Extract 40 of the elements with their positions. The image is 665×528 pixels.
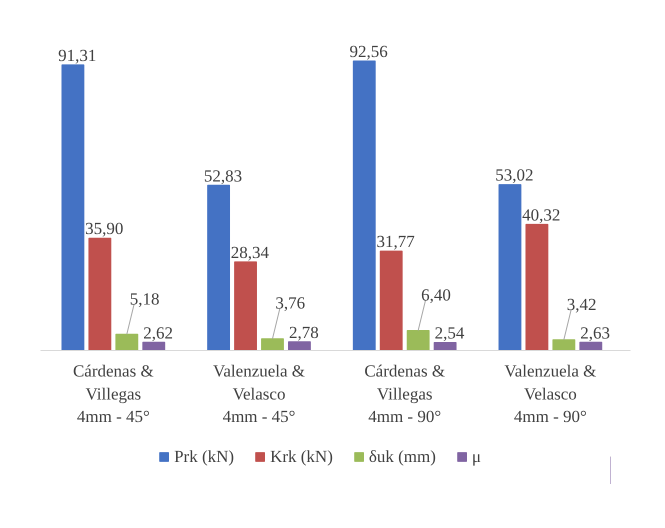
x-tick-label: Valenzuela & Velasco 4mm - 45° bbox=[213, 362, 306, 426]
bar bbox=[498, 184, 522, 350]
data-label: 31,77 bbox=[376, 232, 416, 252]
bar bbox=[288, 341, 311, 350]
bar bbox=[88, 238, 112, 350]
legend-label: Krk (kN) bbox=[270, 446, 333, 466]
bar bbox=[552, 339, 576, 350]
bar bbox=[525, 224, 548, 350]
bar bbox=[579, 342, 602, 350]
bar bbox=[380, 250, 403, 350]
data-label: 2,62 bbox=[143, 323, 174, 342]
legend-label: μ bbox=[472, 446, 482, 466]
data-label: 40,32 bbox=[522, 205, 560, 224]
data-label: 6,40 bbox=[421, 285, 451, 304]
data-label: 3,42 bbox=[566, 294, 597, 314]
x-tick-label: Valenzuela & Velasco 4mm - 90° bbox=[504, 362, 596, 426]
bar bbox=[234, 261, 257, 350]
data-label: 92,56 bbox=[350, 42, 388, 62]
data-label: 5,18 bbox=[130, 289, 160, 308]
legend-label: Prk (kN) bbox=[174, 446, 234, 466]
data-label: 2,54 bbox=[434, 324, 465, 343]
bar bbox=[406, 330, 430, 350]
bar bbox=[142, 342, 166, 350]
bar bbox=[261, 338, 284, 350]
x-tick-label: Cárdenas & Villegas 4mm - 90° bbox=[364, 362, 446, 426]
bar bbox=[207, 184, 230, 350]
bar bbox=[61, 64, 84, 350]
legend-label: δuk (mm) bbox=[368, 446, 436, 466]
data-label: 35,90 bbox=[85, 219, 124, 238]
data-label: 52,83 bbox=[204, 166, 242, 186]
data-label: 2,63 bbox=[580, 323, 610, 342]
data-label: 3,76 bbox=[275, 294, 306, 313]
bar bbox=[352, 60, 376, 350]
bar bbox=[434, 342, 457, 350]
data-label: 53,02 bbox=[495, 166, 534, 185]
bar bbox=[115, 334, 138, 350]
x-tick-label: Cárdenas & Villegas 4mm - 45° bbox=[72, 362, 154, 426]
data-label: 91,31 bbox=[58, 46, 96, 65]
data-label: 2,78 bbox=[288, 322, 319, 342]
data-label: 28,34 bbox=[230, 242, 270, 262]
